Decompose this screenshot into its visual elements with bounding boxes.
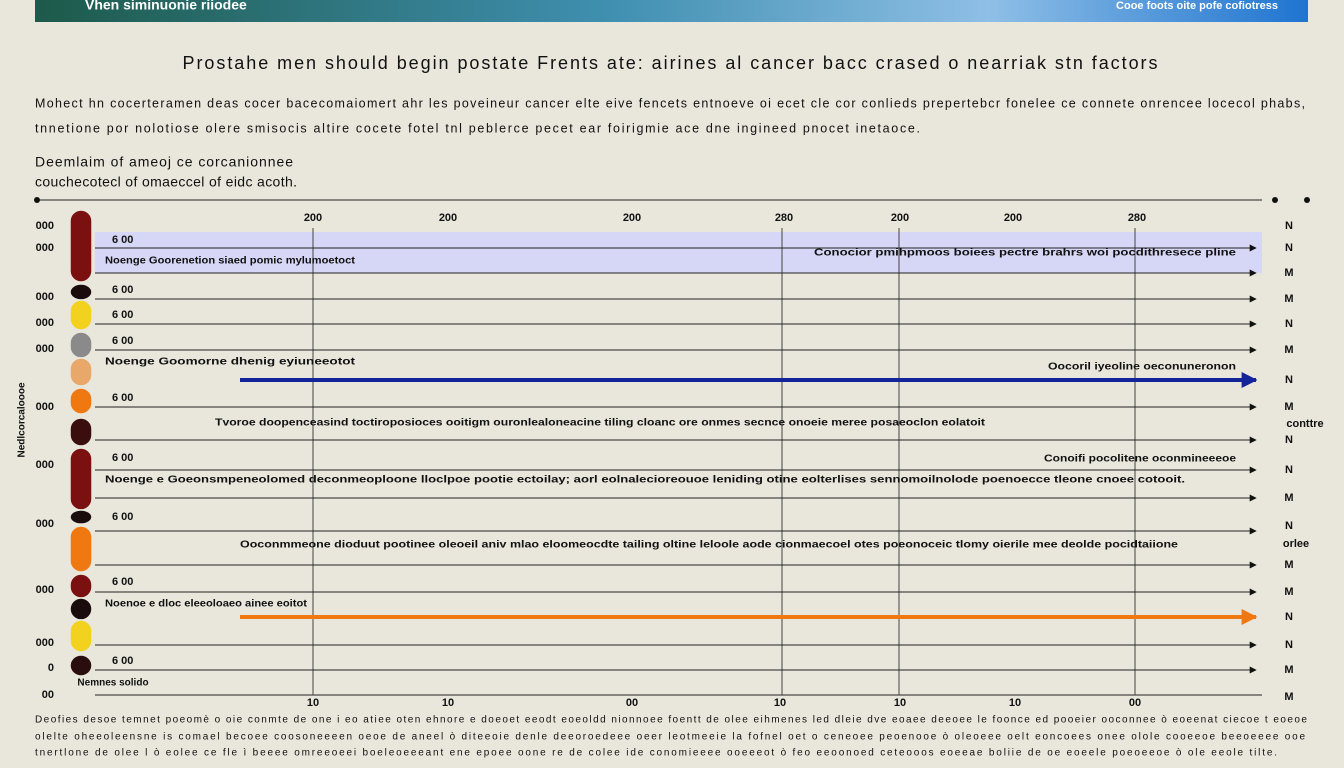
bottom-tick-label: 10	[1009, 697, 1021, 709]
right-label: M	[1284, 664, 1293, 676]
right-label: N	[1285, 520, 1293, 532]
marker-pill	[70, 510, 92, 524]
left-axis-title: Nedlcorcaloooe	[17, 382, 28, 457]
marker-pill	[70, 574, 92, 598]
right-label: M	[1284, 586, 1293, 598]
row-value: 6 00	[112, 335, 133, 347]
footer-line: Deofies desoe temnet poeomè o oie conmte…	[35, 715, 1307, 726]
title: Prostahe men should begin postate Frents…	[183, 53, 1158, 73]
left-tick-label: 000	[36, 291, 54, 303]
chart	[34, 197, 1310, 695]
dot	[1272, 197, 1278, 203]
marker-pill	[70, 358, 92, 386]
right-note: conttre	[1286, 418, 1323, 430]
top-tick-label: 200	[439, 212, 457, 224]
intro-line: Mohect hn cocerteramen deas cocer baceco…	[35, 96, 1305, 110]
marker-pill	[70, 655, 92, 676]
right-label: M	[1284, 293, 1293, 305]
bottom-tick-label: 10	[442, 697, 454, 709]
left-tick-label: 000	[36, 242, 54, 254]
header-right: Cooe foots oite pofe cofiotress	[1116, 0, 1278, 12]
bottom-tick-label: 00	[1129, 697, 1141, 709]
bottom-tick-label: 10	[774, 697, 786, 709]
left-tick-label: 00	[42, 689, 54, 701]
marker-pill	[70, 332, 92, 358]
annotation: Noenge Goomorne dhenig eyiuneeotot	[105, 357, 356, 368]
annotation: Conoifi pocolitene oconmineeeoe	[1044, 454, 1237, 465]
left-tick-label: 000	[36, 401, 54, 413]
top-tick-label: 200	[891, 212, 909, 224]
left-tick-label: 000	[36, 459, 54, 471]
right-label: N	[1285, 318, 1293, 330]
row-value: 6 00	[112, 452, 133, 464]
annotation: Tvoroe doopenceasind toctiroposioces ooi…	[215, 418, 986, 429]
right-label: N	[1285, 434, 1293, 446]
annotation: Oocoril iyeoline oeconuneronon	[1048, 362, 1236, 373]
row-value: 6 00	[112, 309, 133, 321]
right-label: M	[1284, 344, 1293, 356]
right-label: N	[1285, 220, 1293, 232]
header-left: Vhen siminuonie riiodee	[85, 0, 247, 13]
marker-pill	[70, 620, 92, 652]
annotation: Conocior pmihpmoos boiees pectre brahrs …	[814, 248, 1237, 259]
row-value: 6 00	[112, 392, 133, 404]
right-label: M	[1284, 691, 1293, 703]
intro-line: tnnetione por nolotiose olere smisocis a…	[35, 121, 920, 135]
left-tick-label: 000	[36, 637, 54, 649]
right-label: M	[1284, 559, 1293, 571]
annotation: Noenoe e dloc eleeoloaeo ainee eoitot	[105, 599, 308, 610]
marker-pill	[70, 448, 92, 510]
annotation: Noenge Goorenetion siaed pomic mylumoeto…	[105, 256, 356, 267]
top-tick-label: 200	[623, 212, 641, 224]
right-label: M	[1284, 401, 1293, 413]
row-value: 6 00	[112, 576, 133, 588]
dot	[1304, 197, 1310, 203]
subheading: couchecotecl of omaeccel of eidc acoth.	[35, 174, 297, 190]
annotation: Noenge e Goeonsmpeneolomed deconmeoploon…	[105, 475, 1185, 486]
row-value: 6 00	[112, 655, 133, 667]
right-label: N	[1285, 639, 1293, 651]
right-label: N	[1285, 374, 1293, 386]
row-value: 6 00	[112, 284, 133, 296]
bottom-tick-label: 10	[307, 697, 319, 709]
marker-pill	[70, 418, 92, 446]
dot	[34, 197, 40, 203]
footer-line: tnertlone de olee l ò eolee ce fle ì bee…	[35, 748, 1277, 759]
subheading: Deemlaim of ameoj ce corcanionnee	[35, 154, 293, 170]
row-value: 6 00	[112, 511, 133, 523]
top-tick-label: 200	[304, 212, 322, 224]
right-label: M	[1284, 267, 1293, 279]
right-label: N	[1285, 242, 1293, 254]
row-value: 6 00	[112, 234, 133, 246]
marker-pill	[70, 388, 92, 414]
right-label: M	[1284, 492, 1293, 504]
marker-pill	[70, 210, 92, 282]
top-tick-label: 200	[1004, 212, 1022, 224]
marker-pill	[70, 284, 92, 300]
marker-pill	[70, 526, 92, 572]
left-tick-label: 000	[36, 343, 54, 355]
bottom-note: Nemnes solido	[77, 678, 148, 689]
footer-line: olelte oheeoleensne is comael becoee coo…	[35, 732, 1305, 743]
top-tick-label: 280	[775, 212, 793, 224]
marker-pill	[70, 300, 92, 330]
left-tick-label: 000	[36, 584, 54, 596]
bottom-tick-label: 10	[894, 697, 906, 709]
left-tick-label: 000	[36, 317, 54, 329]
left-tick-label: 000	[36, 220, 54, 232]
annotation: Ooconmmeone dioduut pootinee oleoeil ani…	[240, 540, 1179, 551]
right-label: N	[1285, 464, 1293, 476]
top-tick-label: 280	[1128, 212, 1146, 224]
bottom-tick-label: 00	[626, 697, 638, 709]
left-tick-label: 0	[48, 662, 54, 674]
right-label: N	[1285, 611, 1293, 623]
right-note: orlee	[1283, 538, 1309, 550]
left-tick-label: 000	[36, 518, 54, 530]
marker-pill	[70, 598, 92, 620]
